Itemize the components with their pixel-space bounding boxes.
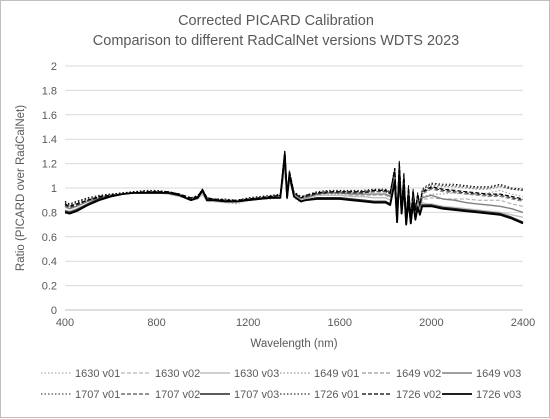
legend-item: 1726 v01 xyxy=(280,389,359,401)
y-tick-label: 1.8 xyxy=(42,85,57,97)
legend-item: 1630 v03 xyxy=(200,368,279,380)
legend-label: 1726 v01 xyxy=(314,389,359,401)
series-line-1726-v02 xyxy=(64,150,524,220)
y-tick-label: 0.8 xyxy=(42,207,57,219)
legend-label: 1707 v02 xyxy=(155,389,200,401)
y-tick-label: 0.4 xyxy=(42,256,57,268)
x-axis-label: Wavelength (nm) xyxy=(250,338,337,350)
plot-area xyxy=(64,150,524,226)
legend-label: 1630 v02 xyxy=(155,368,200,380)
series-line-1630-v03 xyxy=(64,169,524,223)
legend-item: 1726 v03 xyxy=(442,389,521,401)
x-tick-label: 1600 xyxy=(328,317,352,329)
x-tick-label: 2000 xyxy=(419,317,443,329)
x-tick-label: 2400 xyxy=(511,317,535,329)
legend-label: 1726 v03 xyxy=(476,389,521,401)
series-line-1726-v03 xyxy=(64,152,524,226)
chart-title: Corrected PICARD Calibration xyxy=(178,13,374,29)
legend-label: 1707 v01 xyxy=(75,389,120,401)
legend-label: 1649 v02 xyxy=(396,368,441,380)
y-tick-label: 2 xyxy=(51,61,57,73)
legend-item: 1630 v01 xyxy=(41,368,120,380)
legend-item: 1726 v02 xyxy=(362,389,441,401)
y-tick-label: 1 xyxy=(51,183,57,195)
y-tick-label: 0.2 xyxy=(42,281,57,293)
y-tick-label: 0.6 xyxy=(42,232,57,244)
chart-subtitle: Comparison to different RadCalNet versio… xyxy=(92,33,460,49)
legend-item: 1707 v01 xyxy=(41,389,120,401)
legend-label: 1726 v02 xyxy=(396,389,441,401)
legend-item: 1707 v03 xyxy=(200,389,279,401)
legend-label: 1630 v03 xyxy=(234,368,279,380)
legend-label: 1707 v03 xyxy=(234,389,279,401)
legend-label: 1649 v03 xyxy=(476,368,521,380)
y-axis-label: Ratio (PICARD over RadCalNet) xyxy=(15,105,27,271)
series-line-1630-v01 xyxy=(64,171,524,226)
x-tick-label: 800 xyxy=(147,317,165,329)
y-tick-label: 1.6 xyxy=(42,110,57,122)
y-tick-label: 0 xyxy=(51,305,57,317)
gridlines xyxy=(65,65,523,311)
legend-label: 1649 v01 xyxy=(314,368,359,380)
legend-item: 1630 v02 xyxy=(121,368,200,380)
legend-item: 1649 v02 xyxy=(362,368,441,380)
x-tick-label: 1200 xyxy=(236,317,260,329)
legend-label: 1630 v01 xyxy=(75,368,120,380)
legend: 1630 v01 1630 v02 1630 v03 1649 v01 1649 v02… xyxy=(41,368,521,401)
series-line-1707-v01 xyxy=(64,153,524,222)
y-tick-label: 1.4 xyxy=(42,134,57,146)
y-tick-labels: 0 0.2 0.4 0.6 0.8 1 1.2 1.4 1.6 1.8 2 xyxy=(42,61,57,317)
legend-item: 1649 v01 xyxy=(280,368,359,380)
legend-item: 1707 v02 xyxy=(121,389,200,401)
y-tick-label: 1.2 xyxy=(42,159,57,171)
series-line-1726-v01 xyxy=(64,150,524,221)
x-tick-label: 400 xyxy=(56,317,74,329)
x-tick-labels: 400 800 1200 1600 2000 2400 xyxy=(56,317,535,329)
legend-item: 1649 v03 xyxy=(442,368,521,380)
